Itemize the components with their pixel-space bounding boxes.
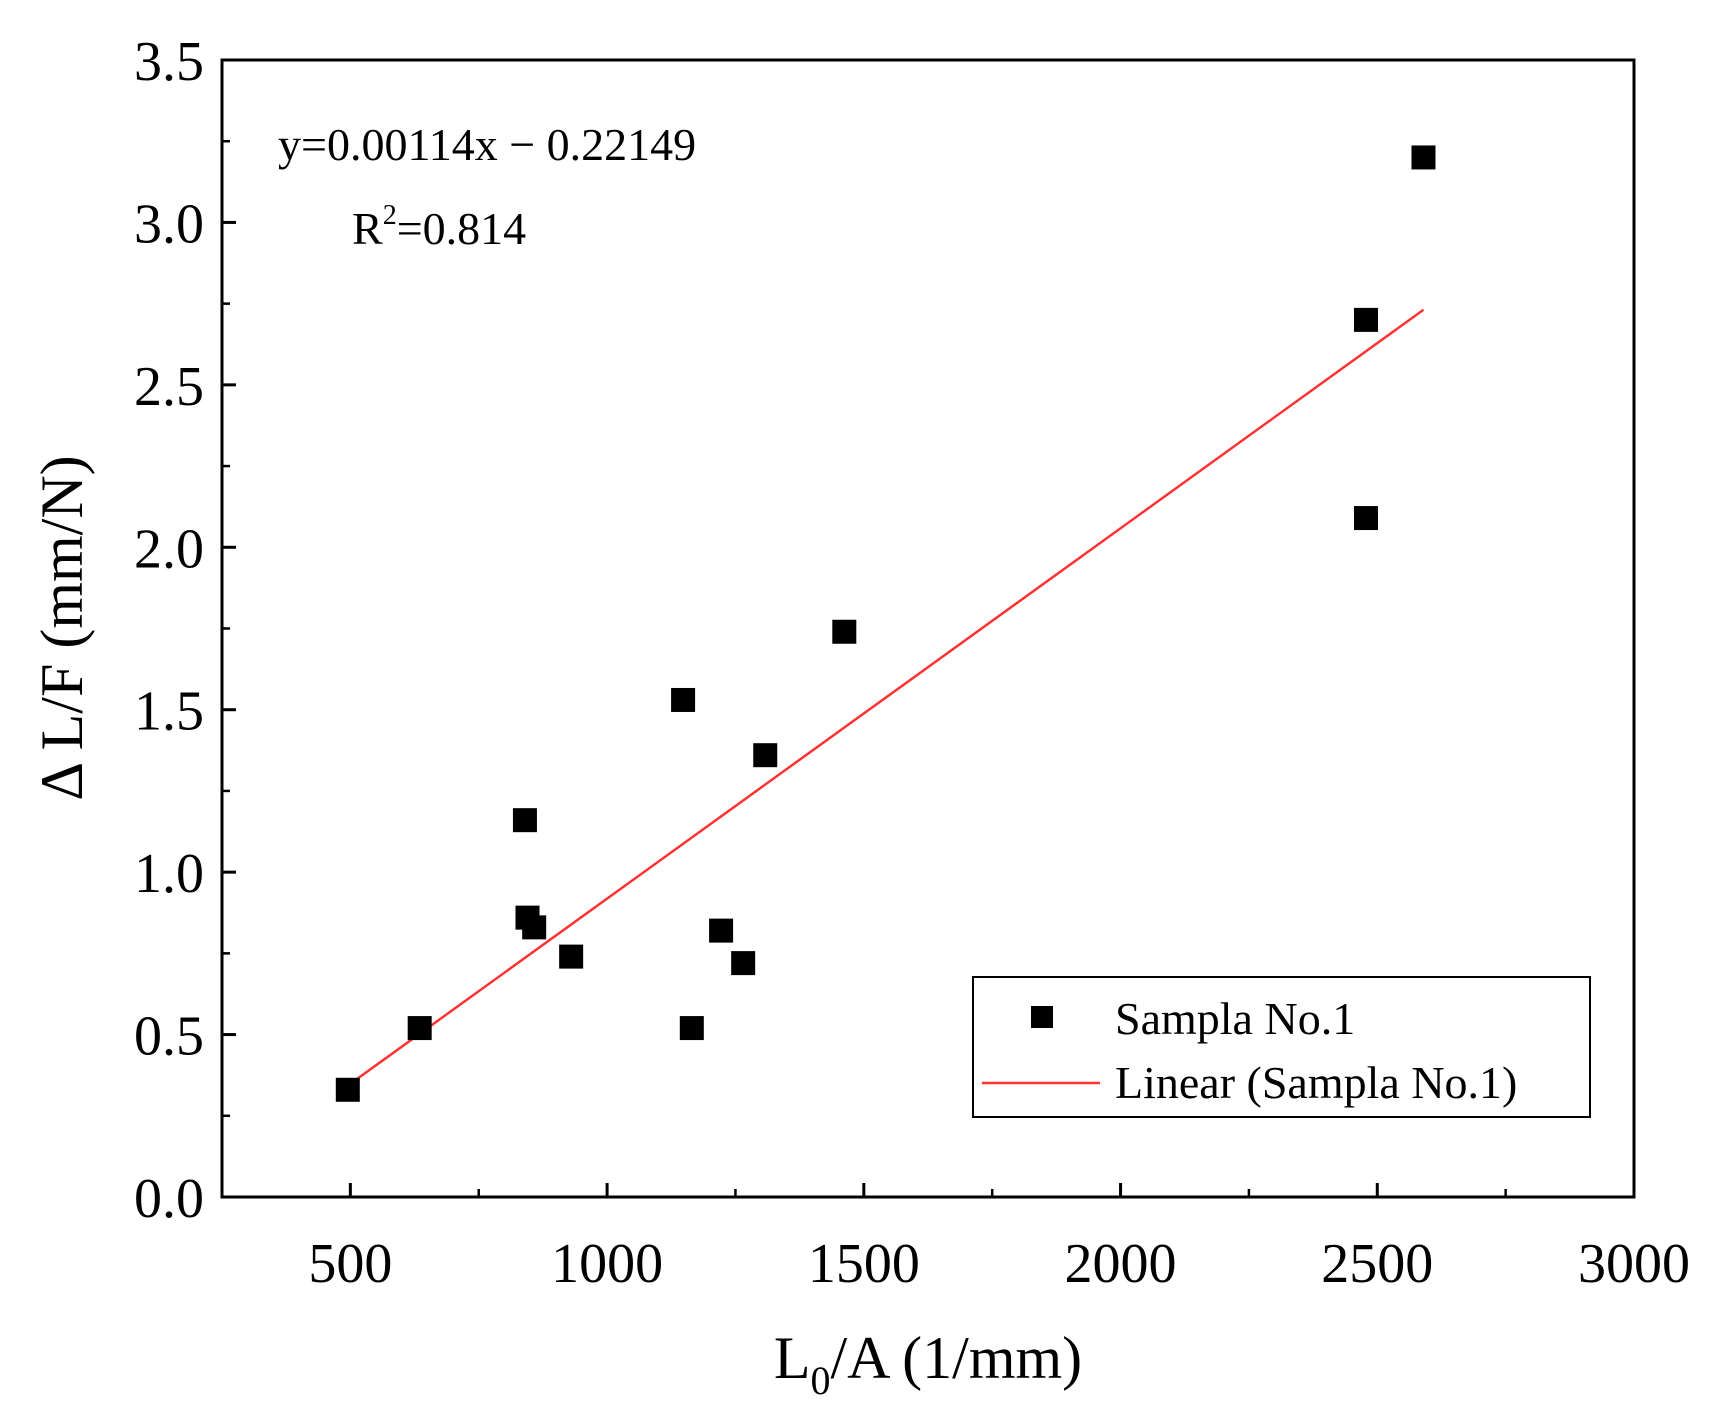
y-tick-label: 3.5 [134,31,204,93]
data-point [679,1016,704,1041]
r-squared-value: =0.814 [397,203,526,254]
x-axis-title-rest: /A (1/mm) [830,1325,1082,1391]
x-tick-label: 2000 [1065,1233,1177,1295]
data-point [1411,145,1436,170]
r-squared-superscript: 2 [383,200,397,231]
x-axis-title-subscript: 0 [810,1358,830,1403]
legend: Sampla No.1 Linear (Sampla No.1) [972,976,1591,1118]
point-layer [335,145,1436,1102]
data-point [671,687,696,712]
x-tick-label: 2500 [1321,1233,1433,1295]
legend-label-scatter: Sampla No.1 [1115,993,1355,1044]
y-tick-label: 0.0 [134,1168,204,1230]
data-point [512,808,537,833]
r-squared-prefix: R [352,203,383,254]
fit-layer [347,308,1425,1087]
legend-label-line: Linear (Sampla No.1) [1115,1057,1517,1108]
y-tick-label: 2.5 [134,356,204,418]
y-tick-label: 2.0 [134,518,204,580]
x-axis-title-main: L [774,1325,811,1391]
y-tick-label: 1.5 [134,681,204,743]
x-tick-label: 3000 [1578,1233,1690,1295]
data-point [522,915,547,940]
tick-labels: 500 1000 1500 2000 2500 3000 0.0 0.5 1.0 1.5 2.0 2.… [134,31,1690,1295]
data-point [832,619,857,644]
x-tick-label: 1500 [808,1233,920,1295]
data-point [753,743,778,768]
data-point [559,944,584,969]
y-tick-label: 1.0 [134,843,204,905]
x-tick-label: 500 [308,1233,392,1295]
x-tick-label: 1000 [551,1233,663,1295]
data-point [1353,307,1378,332]
y-axis-title: Δ L/F (mm/N) [29,455,95,800]
data-point [335,1077,360,1102]
data-point [731,951,756,976]
legend-marker-scatter [1031,1006,1053,1028]
y-tick-label: 3.0 [134,193,204,255]
plot-frame [220,58,1636,1199]
legend-box [972,976,1591,1118]
r-squared: R2=0.814 [352,200,526,254]
data-point [1353,506,1378,531]
fit-equation: y=0.00114x − 0.22149 [278,119,696,170]
data-point [709,918,734,943]
data-point [407,1016,432,1041]
x-axis-title: L0/A (1/mm) [774,1325,1082,1403]
y-tick-label: 0.5 [134,1006,204,1068]
fit-line [347,308,1425,1087]
